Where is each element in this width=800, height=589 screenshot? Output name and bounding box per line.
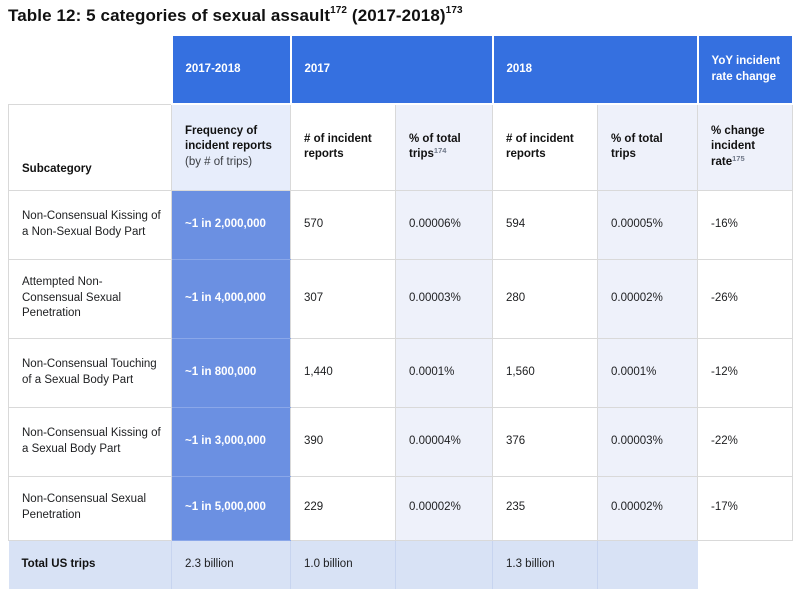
report-page: Table 12: 5 categories of sexual assault… xyxy=(8,5,794,589)
table-title-years: (2017-2018) xyxy=(347,6,446,25)
totals-empty-cell xyxy=(597,540,698,589)
yoy-cell: -17% xyxy=(697,475,793,541)
header-pct-trips-2018: % of total trips xyxy=(597,103,698,191)
table-row: Non-Consensual Kissing of a Sexual Body … xyxy=(8,406,793,477)
reports-2018-cell: 1,560 xyxy=(492,337,598,408)
total-trips-2018: 1.3 billion xyxy=(492,540,598,589)
header-pct-trips-2017: % of total trips174 xyxy=(395,103,493,191)
subcategory-cell: Non-Consensual Sexual Penetration xyxy=(8,475,172,541)
header-frequency-note: (by # of trips) xyxy=(185,156,253,168)
totals-empty-cell xyxy=(395,540,493,589)
sexual-assault-categories-table: 2017-2018 2017 2018 YoY incident rate ch… xyxy=(8,34,794,589)
totals-empty-cell xyxy=(697,540,793,589)
table-row: Non-Consensual Sexual Penetration ~1 in … xyxy=(8,475,793,541)
reports-2018-cell: 376 xyxy=(492,406,598,477)
subcategory-cell: Non-Consensual Kissing of a Non-Sexual B… xyxy=(8,189,172,260)
column-header-row: Subcategory Frequency of incident report… xyxy=(8,103,793,191)
reports-2017-cell: 229 xyxy=(290,475,396,541)
colgroup-2018: 2018 xyxy=(491,34,699,105)
table-row: Attempted Non-Consensual Sexual Penetrat… xyxy=(8,258,793,339)
header-frequency: Frequency of incident reports (by # of tr… xyxy=(171,103,291,191)
column-group-header-row: 2017-2018 2017 2018 YoY incident rate ch… xyxy=(8,34,794,105)
frequency-cell: ~1 in 800,000 xyxy=(171,337,291,408)
header-incident-reports-2018: # of incident reports xyxy=(492,103,598,191)
pct-2017-cell: 0.00002% xyxy=(395,475,493,541)
yoy-cell: -16% xyxy=(697,189,793,260)
table-title: Table 12: 5 categories of sexual assault… xyxy=(8,5,792,26)
reports-2017-cell: 307 xyxy=(290,258,396,339)
footnote-175: 175 xyxy=(732,154,745,163)
yoy-cell: -26% xyxy=(697,258,793,339)
pct-2018-cell: 0.00002% xyxy=(597,258,698,339)
totals-row: Total US trips 2.3 billion 1.0 billion 1… xyxy=(8,540,793,589)
table-row: Non-Consensual Touching of a Sexual Body… xyxy=(8,337,793,408)
pct-2017-cell: 0.00004% xyxy=(395,406,493,477)
header-incident-reports-2017: # of incident reports xyxy=(290,103,396,191)
header-yoy-change-label: % change incident rate xyxy=(711,124,765,168)
reports-2018-cell: 235 xyxy=(492,475,598,541)
header-frequency-label: Frequency of incident reports xyxy=(185,124,272,153)
subcategory-cell: Non-Consensual Touching of a Sexual Body… xyxy=(8,337,172,408)
title-footnote-172: 172 xyxy=(330,5,348,16)
frequency-cell: ~1 in 2,000,000 xyxy=(171,189,291,260)
pct-2018-cell: 0.00003% xyxy=(597,406,698,477)
totals-label: Total US trips xyxy=(8,540,172,589)
yoy-cell: -22% xyxy=(697,406,793,477)
reports-2018-cell: 594 xyxy=(492,189,598,260)
reports-2017-cell: 570 xyxy=(290,189,396,260)
reports-2018-cell: 280 xyxy=(492,258,598,339)
colgroup-yoy: YoY incident rate change xyxy=(696,34,794,105)
title-footnote-173: 173 xyxy=(445,5,463,16)
pct-2017-cell: 0.0001% xyxy=(395,337,493,408)
frequency-cell: ~1 in 4,000,000 xyxy=(171,258,291,339)
footnote-174: 174 xyxy=(433,146,447,156)
colgroup-2017-2018: 2017-2018 xyxy=(170,34,292,105)
pct-2017-cell: 0.00006% xyxy=(395,189,493,260)
reports-2017-cell: 390 xyxy=(290,406,396,477)
corner-spacer-cell xyxy=(8,35,172,104)
pct-2018-cell: 0.00002% xyxy=(597,475,698,541)
yoy-cell: -12% xyxy=(697,337,793,408)
subcategory-cell: Attempted Non-Consensual Sexual Penetrat… xyxy=(8,258,172,339)
pct-2018-cell: 0.00005% xyxy=(597,189,698,260)
total-trips-combined: 2.3 billion xyxy=(171,540,291,589)
pct-2018-cell: 0.0001% xyxy=(597,337,698,408)
table-title-text: Table 12: 5 categories of sexual assault xyxy=(8,6,331,25)
table-row: Non-Consensual Kissing of a Non-Sexual B… xyxy=(8,189,793,260)
subcategory-cell: Non-Consensual Kissing of a Sexual Body … xyxy=(8,406,172,477)
header-yoy-change: % change incident rate175 xyxy=(697,103,793,191)
total-trips-2017: 1.0 billion xyxy=(290,540,396,589)
frequency-cell: ~1 in 5,000,000 xyxy=(171,475,291,541)
header-subcategory: Subcategory xyxy=(8,103,172,191)
pct-2017-cell: 0.00003% xyxy=(395,258,493,339)
header-pct-trips-2017-label: % of total trips xyxy=(409,132,461,161)
colgroup-2017: 2017 xyxy=(289,34,494,105)
reports-2017-cell: 1,440 xyxy=(290,337,396,408)
frequency-cell: ~1 in 3,000,000 xyxy=(171,406,291,477)
